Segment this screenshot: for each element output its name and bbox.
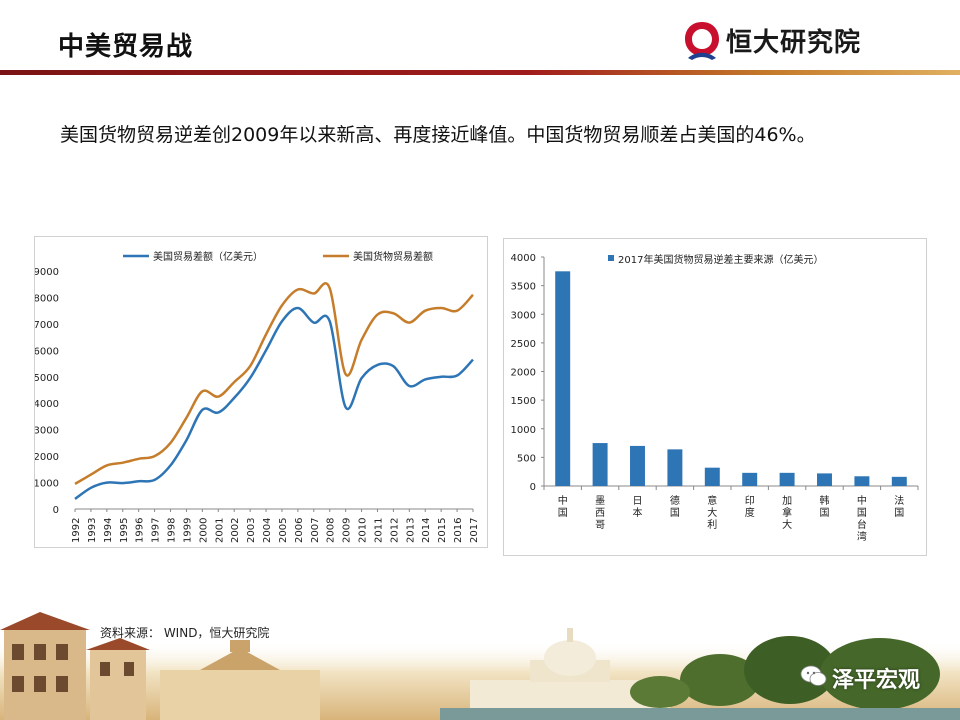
source-note: 资料来源： WIND，恒大研究院 [100,626,270,640]
watermark: 泽平宏观 [800,660,950,694]
y-tick-label: 4000 [35,399,59,410]
x-tick-label: 意大利 [707,494,717,531]
y-tick-label: 9000 [35,267,59,278]
y-tick-label: 500 [517,453,536,464]
x-tick-label: 1999 [182,518,193,543]
bar [817,473,832,486]
line-chart-svg: 美国贸易差额（亿美元） 美国货物贸易差额 0 1000 2000 3000 4000 5000… [35,250,480,543]
y-tick-label: 3500 [511,282,536,293]
logo-text: 恒大研究院 [726,28,862,58]
bar [704,467,720,486]
x-tick-label: 2011 [373,518,384,543]
x-tick-label: 2012 [389,518,400,543]
watermark-text: 泽平宏观 [832,668,921,693]
x-tick-label: 1996 [135,518,146,543]
x-tick-label: 德国 [670,494,680,519]
y-tick-label: 1500 [511,396,536,407]
bar [891,476,907,486]
deficit-source-bar-chart: 2017年美国货物贸易逆差主要来源（亿美元） 0 500 1000 1500 2000 25… [503,238,927,556]
y-tick-label: 3000 [511,310,536,321]
x-tick-label: 1995 [119,518,130,543]
y-tick-label: 3000 [35,426,59,437]
x-tick-label: 2003 [246,518,257,543]
legend-label: 2017年美国货物贸易逆差主要来源（亿美元） [618,253,823,266]
bar [779,472,795,486]
subtitle: 美国货物贸易逆差创2009年以来新高、再度接近峰值。中国货物贸易顺差占美国的46… [60,124,816,146]
header-rule [0,70,960,75]
y-tick-label: 4000 [511,253,536,264]
x-tick-label: 2001 [214,518,225,543]
bar-chart-svg: 2017年美国货物贸易逆差主要来源（亿美元） 0 500 1000 1500 2000 25… [511,253,919,543]
y-tick-label: 7000 [35,320,59,331]
x-tick-label: 2009 [342,518,353,543]
bar [667,449,683,486]
x-tick-label: 2008 [326,518,337,543]
x-tick-label: 1997 [151,518,162,543]
y-tick-label: 0 [530,482,536,493]
x-tick-label: 1992 [71,518,82,543]
x-tick-label: 2017 [469,518,480,543]
x-tick-label: 法国 [894,494,904,519]
x-tick-label: 2002 [230,518,241,543]
legend-swatch [608,255,614,261]
x-tick-label: 2013 [405,518,416,543]
legend-label: 美国货物贸易差额 [353,250,433,263]
y-tick-label: 2000 [35,452,59,463]
y-tick-label: 0 [53,505,59,516]
footer-architecture-image [0,612,960,720]
x-tick-label: 1994 [103,518,114,543]
legend-label: 美国贸易差额（亿美元） [153,250,263,263]
bar [630,445,645,486]
x-tick-label: 2006 [294,518,305,543]
x-tick-label: 墨西哥 [595,495,605,531]
series-line-2 [74,282,474,485]
y-tick-label: 2000 [511,368,536,379]
y-tick-label: 1000 [35,479,59,490]
x-tick-label: 1998 [167,518,178,543]
x-tick-label: 中国台湾 [857,494,867,543]
logo-mark-icon [685,22,719,60]
bar [854,476,870,486]
bar [742,472,758,486]
y-tick-label: 2500 [511,339,536,350]
x-tick-label: 印度 [745,495,755,519]
x-tick-label: 2004 [262,518,273,543]
x-tick-label: 日本 [633,496,643,519]
bar [555,271,571,486]
x-tick-label: 2014 [421,518,432,543]
x-tick-label: 2016 [453,518,464,543]
logo: 恒大研究院 [682,18,882,62]
x-tick-label: 2007 [310,518,321,543]
x-tick-label: 中国 [558,494,568,519]
x-tick-label: 2010 [358,518,369,543]
y-tick-label: 8000 [35,293,59,304]
x-tick-label: 1993 [87,518,98,543]
slide-title: 中美贸易战 [58,32,194,62]
x-tick-label: 2000 [198,518,209,543]
x-tick-label: 加拿大 [782,495,792,531]
trade-balance-line-chart: 美国贸易差额（亿美元） 美国货物贸易差额 0 1000 2000 3000 4000 5000… [34,236,488,548]
x-tick-label: 2005 [278,518,289,543]
wechat-icon [800,665,827,686]
series-line-1 [74,306,474,500]
y-tick-label: 6000 [35,346,59,357]
bar [592,443,608,486]
y-tick-label: 5000 [35,373,59,384]
y-tick-label: 1000 [511,425,536,436]
x-tick-label: 2015 [437,518,448,543]
x-tick-label: 韩国 [820,494,830,519]
